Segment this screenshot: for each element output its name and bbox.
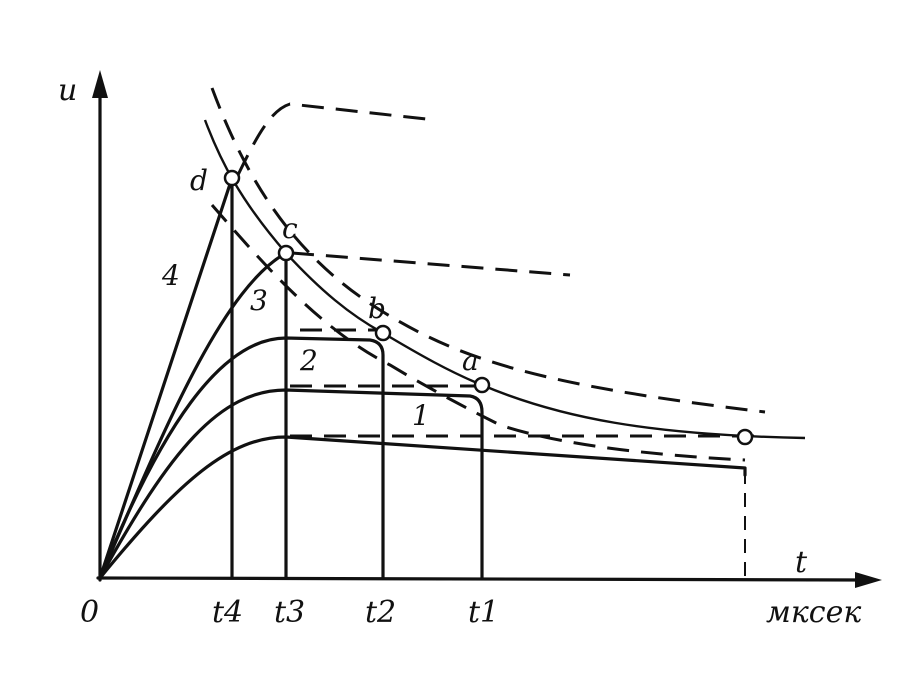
point-label-c: c — [282, 212, 298, 245]
curve-label-3: 3 — [250, 284, 268, 317]
tick-t1: t1 — [468, 595, 499, 630]
y-axis-arrow-icon — [92, 70, 108, 98]
curve-label-1: 1 — [412, 399, 430, 432]
solid-hyperbola — [203, 119, 806, 440]
outer-dashed-hyperbola — [210, 87, 766, 414]
point-label-d: d — [190, 164, 208, 197]
curve-label-4: 4 — [161, 259, 180, 292]
dashed-plateau-c — [291, 251, 571, 277]
curve-2 — [98, 336, 385, 580]
point-d — [223, 169, 241, 187]
point-label-a: a — [462, 344, 479, 377]
tick-t3: t3 — [274, 595, 305, 630]
dashed-plateau-d — [236, 102, 436, 176]
x-axis-arrow-icon — [855, 572, 882, 588]
curve-label-2: 2 — [299, 344, 318, 377]
curve-base — [98, 435, 747, 580]
point-b — [374, 324, 392, 342]
point-label-b: b — [368, 292, 386, 325]
x-axis-label: t — [795, 545, 808, 580]
point-a — [473, 376, 491, 394]
point-end — [736, 428, 754, 446]
tick-t4: t4 — [212, 595, 243, 630]
x-unit-label: мксек — [766, 595, 861, 630]
origin-label: 0 — [80, 595, 99, 630]
tick-t2: t2 — [365, 595, 396, 630]
y-axis-label: u — [58, 73, 77, 108]
point-c — [277, 244, 295, 262]
curve-1 — [98, 388, 484, 580]
